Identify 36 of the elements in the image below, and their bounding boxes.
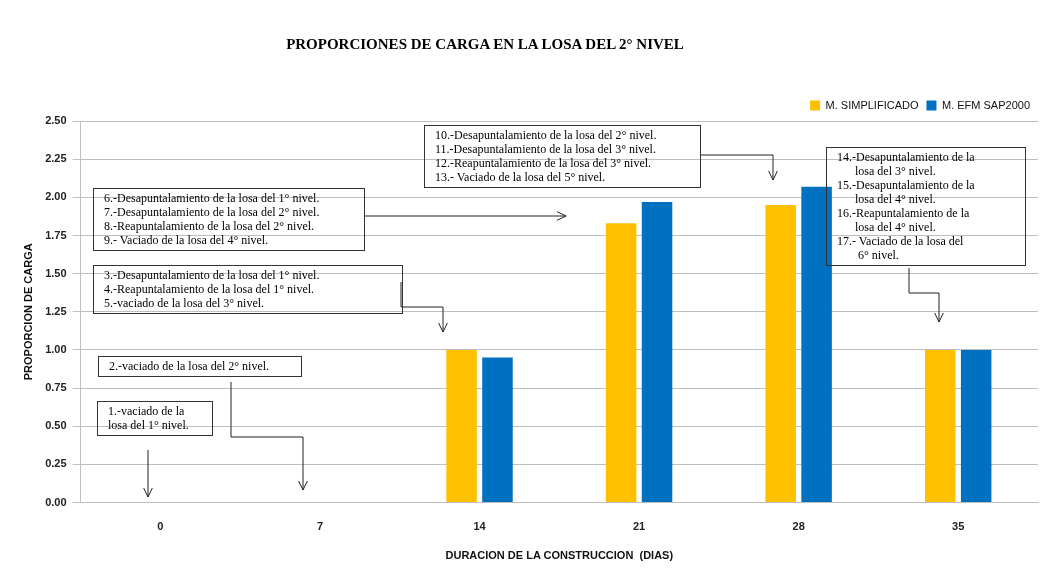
annotation: 14.-Desapuntalamiento de la losa del 3° nivel. 15.-Desapuntalamiento de la losa del 4° nivel. 16.-Reapuntalamiento de la losa del 4° nivel. 17.- Vaciado de la losa del 6° nivel. bbox=[826, 147, 1026, 266]
annotation: 6.-Desapuntalamiento de la losa del 1° nivel. 7.-Desapuntalamiento de la losa del 2° nivel. 8.-Reapuntalamiento de la losa del 2° nivel. 9.- Vaciado de la losa del 4° nivel. bbox=[93, 188, 365, 251]
legend-label: M. SIMPLIFICADO bbox=[825, 98, 919, 111]
bar bbox=[960, 349, 992, 503]
y-tick-label: 1.25 bbox=[45, 304, 67, 317]
y-tick-label: 1.50 bbox=[45, 266, 67, 279]
y-axis-title: PROPORCION DE CARGA bbox=[21, 243, 34, 381]
annotation: 3.-Desapuntalamiento de la losa del 1° nivel. 4.-Reapuntalamiento de la losa del 1° nivel. 5.-vaciado de la losa del 3° nivel. bbox=[93, 265, 403, 314]
bar bbox=[482, 357, 513, 503]
x-tick-label: 35 bbox=[952, 520, 965, 533]
annotation: 1.-vaciado de la losa del 1° nivel. bbox=[97, 401, 213, 436]
x-tick-label: 0 bbox=[157, 520, 164, 533]
bar bbox=[765, 204, 796, 503]
y-tick-label: 0.25 bbox=[45, 457, 67, 470]
y-tick-label: 2.25 bbox=[45, 152, 67, 165]
legend-label: M. EFM SAP2000 bbox=[941, 98, 1031, 111]
x-tick-label: 21 bbox=[632, 520, 646, 533]
x-tick-label: 7 bbox=[316, 520, 324, 533]
y-tick-label: 1.75 bbox=[45, 228, 67, 241]
bar bbox=[446, 349, 477, 503]
y-tick-label: 1.00 bbox=[45, 342, 67, 355]
bar bbox=[641, 201, 673, 503]
x-tick-label: 28 bbox=[792, 520, 805, 533]
y-tick-label: 2.00 bbox=[45, 190, 67, 203]
y-tick-label: 0.75 bbox=[45, 381, 67, 394]
bar bbox=[801, 186, 832, 503]
x-axis-title: DURACION DE LA CONSTRUCCION (DIAS) bbox=[445, 549, 674, 562]
x-tick-label: 14 bbox=[473, 520, 487, 533]
annotation: 2.-vaciado de la losa del 2° nivel. bbox=[98, 356, 302, 377]
bar bbox=[605, 223, 637, 503]
y-tick-label: 0.50 bbox=[45, 419, 67, 432]
y-tick-label: 0.00 bbox=[45, 495, 67, 508]
chart-title: PROPORCIONES DE CARGA EN LA LOSA DEL 2° NIVEL bbox=[285, 36, 685, 53]
bar bbox=[925, 349, 956, 503]
annotation: 10.-Desapuntalamiento de la losa del 2° nivel. 11.-Desapuntalamiento de la losa del 3° nivel. 12.-Reapuntalamiento de la losa del 3° nivel. 13.- Vaciado de la losa del 5° nivel. bbox=[424, 125, 701, 188]
y-tick-label: 2.50 bbox=[45, 114, 67, 127]
